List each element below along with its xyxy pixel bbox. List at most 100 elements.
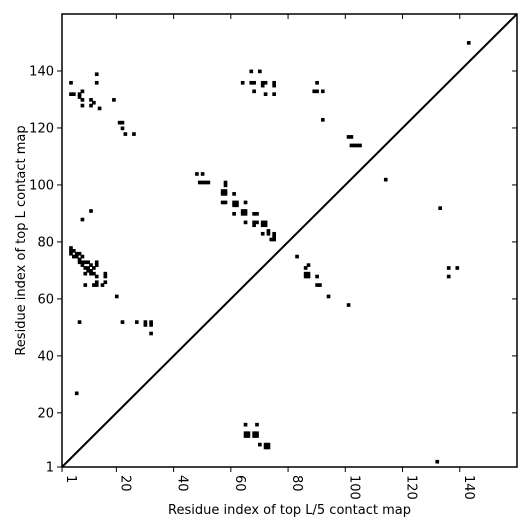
contact-point — [255, 220, 259, 225]
contact-point — [80, 263, 85, 267]
contact-point — [94, 260, 99, 265]
contact-point — [235, 203, 239, 208]
contact-point — [263, 223, 268, 228]
y-axis-title: Residue index of top L contact map — [14, 125, 29, 355]
contact-point — [220, 192, 225, 196]
contact-point — [89, 98, 93, 102]
contact-point — [255, 434, 259, 438]
contact-point — [232, 203, 236, 208]
contact-point — [243, 220, 248, 225]
contact-point — [266, 442, 271, 447]
contact-point — [295, 254, 299, 259]
contact-point — [260, 80, 265, 85]
x-tick-label: 80 — [289, 475, 304, 492]
contact-point — [206, 180, 211, 185]
y-tick-label: 140 — [29, 64, 54, 79]
contact-point — [255, 422, 259, 427]
contact-point — [103, 274, 108, 279]
contact-point — [240, 80, 245, 85]
contact-point — [263, 442, 268, 447]
contact-point — [252, 223, 256, 228]
y-tick-label: 60 — [37, 292, 54, 307]
x-tick-label: 140 — [461, 475, 476, 500]
contact-point — [243, 422, 248, 427]
contact-point — [260, 231, 265, 236]
contact-point — [266, 231, 271, 236]
contact-point — [92, 283, 96, 287]
contact-point — [69, 251, 73, 256]
contact-point — [446, 274, 451, 279]
contact-point — [86, 266, 90, 270]
contact-point — [220, 200, 225, 205]
contact-point — [92, 100, 96, 105]
contact-point — [120, 120, 125, 125]
contact-point — [74, 391, 79, 396]
contact-point — [80, 217, 85, 222]
contact-point — [220, 189, 225, 193]
contact-point — [92, 266, 96, 270]
contact-point — [326, 294, 331, 299]
contact-point — [69, 246, 73, 250]
contact-point — [100, 283, 105, 287]
contact-point — [223, 192, 228, 196]
contact-point — [94, 263, 99, 267]
contact-point — [252, 220, 256, 225]
contact-point — [86, 268, 90, 273]
contact-point — [466, 41, 471, 45]
contact-point — [260, 223, 265, 228]
contact-point — [272, 234, 276, 239]
contact-point — [306, 263, 311, 267]
contact-point — [112, 98, 116, 102]
contact-point — [197, 180, 202, 185]
contact-point — [258, 69, 262, 74]
plot-frame — [61, 13, 518, 468]
contact-point — [240, 209, 245, 213]
contact-point — [72, 92, 76, 96]
contact-point — [195, 172, 199, 176]
contact-point — [94, 274, 99, 279]
contact-point — [312, 89, 317, 94]
contact-point — [143, 320, 148, 324]
contact-point — [249, 80, 254, 85]
x-axis-title: Residue index of top L/5 contact map — [168, 503, 411, 518]
x-tick-label: 60 — [232, 475, 247, 492]
contact-point — [260, 220, 265, 225]
contact-point — [272, 92, 276, 96]
contact-point — [114, 294, 119, 299]
contact-point — [235, 200, 239, 205]
contact-point — [315, 89, 319, 94]
contact-point — [77, 95, 82, 99]
y-tick-label: 80 — [37, 235, 54, 250]
contact-point — [89, 268, 93, 273]
x-tick-label: 120 — [404, 475, 419, 500]
contact-point — [246, 434, 251, 438]
contact-point — [320, 117, 325, 122]
contact-point — [349, 135, 354, 139]
contact-point — [349, 143, 354, 148]
contact-point — [94, 283, 99, 287]
contact-point — [303, 271, 308, 276]
y-tick-label: 40 — [37, 349, 54, 364]
y-tick-label: 1 — [46, 461, 54, 476]
contact-point — [83, 266, 88, 270]
contact-point — [272, 231, 276, 236]
contact-point — [306, 274, 311, 279]
contact-point — [255, 212, 259, 216]
contact-point — [77, 260, 82, 265]
contact-point — [346, 303, 351, 307]
contact-point — [303, 266, 308, 270]
contact-point — [266, 229, 271, 233]
contact-point — [446, 266, 451, 270]
contact-point — [252, 431, 256, 436]
contact-point — [223, 180, 228, 185]
contact-point — [232, 212, 236, 216]
contact-point — [315, 283, 319, 287]
contact-point — [243, 200, 248, 205]
diagonal-line — [61, 13, 518, 468]
contact-point — [269, 237, 274, 242]
contact-point — [74, 251, 79, 256]
contact-point — [80, 103, 85, 108]
contact-point — [80, 260, 85, 265]
contact-point — [263, 220, 268, 225]
